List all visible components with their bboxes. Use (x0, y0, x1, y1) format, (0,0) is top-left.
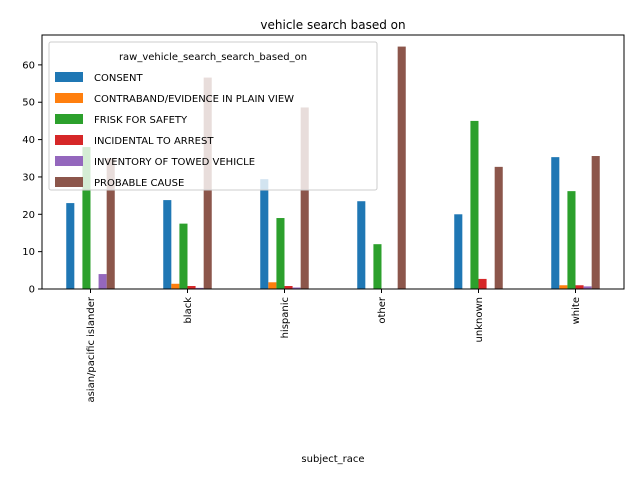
legend-swatch (55, 156, 83, 166)
x-tick-label: unknown (474, 297, 485, 342)
legend-swatch (55, 114, 83, 124)
legend-box (48, 41, 378, 191)
bar-2-5 (300, 107, 309, 290)
bar-3-0 (357, 201, 366, 289)
bar-0-0 (66, 203, 75, 289)
legend-label: INCIDENTAL TO ARREST (94, 136, 214, 147)
y-tick-label: 60 (22, 60, 35, 71)
x-tick-label: white (571, 297, 582, 324)
y-tick-label: 30 (22, 172, 35, 183)
bar-0-5 (106, 158, 115, 289)
y-tick-label: 10 (22, 247, 35, 258)
axes-frame (41, 34, 625, 290)
bar-5-0 (551, 157, 560, 289)
bar-5-5 (591, 156, 600, 289)
y-tick-label: 0 (29, 285, 35, 296)
legend-swatch (55, 177, 83, 187)
bar-4-2 (470, 120, 479, 289)
bar-1-0 (163, 200, 172, 289)
bar-5-1 (559, 285, 568, 289)
bar-2-0 (260, 179, 269, 289)
bar-5-2 (567, 191, 576, 289)
bar-2-1 (268, 282, 277, 289)
legend-swatch (55, 135, 83, 145)
y-tick-label: 20 (22, 210, 35, 221)
y-tick-label: 50 (22, 98, 35, 109)
y-tick-label: 40 (22, 135, 35, 146)
bar-4-0 (454, 214, 463, 289)
bar-3-5 (397, 46, 406, 289)
legend-title: raw_vehicle_search_search_based_on (119, 52, 307, 63)
bar-2-4 (292, 287, 301, 289)
bar-4-3 (478, 278, 487, 289)
x-axis-label: subject_race (301, 454, 364, 465)
legend-label: PROBABLE CAUSE (94, 178, 184, 189)
x-tick-label: asian/pacific islander (86, 296, 97, 402)
legend-label: FRISK FOR SAFETY (94, 115, 188, 126)
legend-swatch (55, 72, 83, 82)
bar-1-4 (195, 287, 204, 289)
bar-5-3 (575, 285, 584, 289)
axes-layer: 0 10 20 30 40 50 60 asian/pacific islander black… (22, 34, 625, 403)
bar-2-2 (276, 218, 285, 289)
chart-title: vehicle search based on (260, 18, 405, 32)
bar-4-5 (494, 166, 503, 289)
legend-swatch (55, 93, 83, 103)
bar-1-3 (187, 286, 196, 289)
legend: raw_vehicle_search_search_based_on CONSEN… (48, 41, 378, 191)
plot-area: 0 10 20 30 40 50 60 asian/pacific islander black… (22, 34, 625, 403)
bar-3-2 (373, 244, 382, 289)
bar-0-2 (82, 147, 91, 289)
bar-1-1 (171, 283, 180, 289)
bar-1-2 (179, 223, 188, 289)
bar-5-4 (583, 286, 592, 289)
legend-label: CONSENT (94, 73, 143, 84)
legend-label: INVENTORY OF TOWED VEHICLE (94, 157, 255, 168)
x-tick-label: hispanic (280, 297, 291, 338)
bar-0-4 (98, 274, 107, 289)
bar-2-3 (284, 286, 293, 289)
x-tick-label: black (183, 297, 194, 324)
legend-label: CONTRABAND/EVIDENCE IN PLAIN VIEW (94, 94, 294, 105)
x-tick-label: other (377, 296, 388, 324)
